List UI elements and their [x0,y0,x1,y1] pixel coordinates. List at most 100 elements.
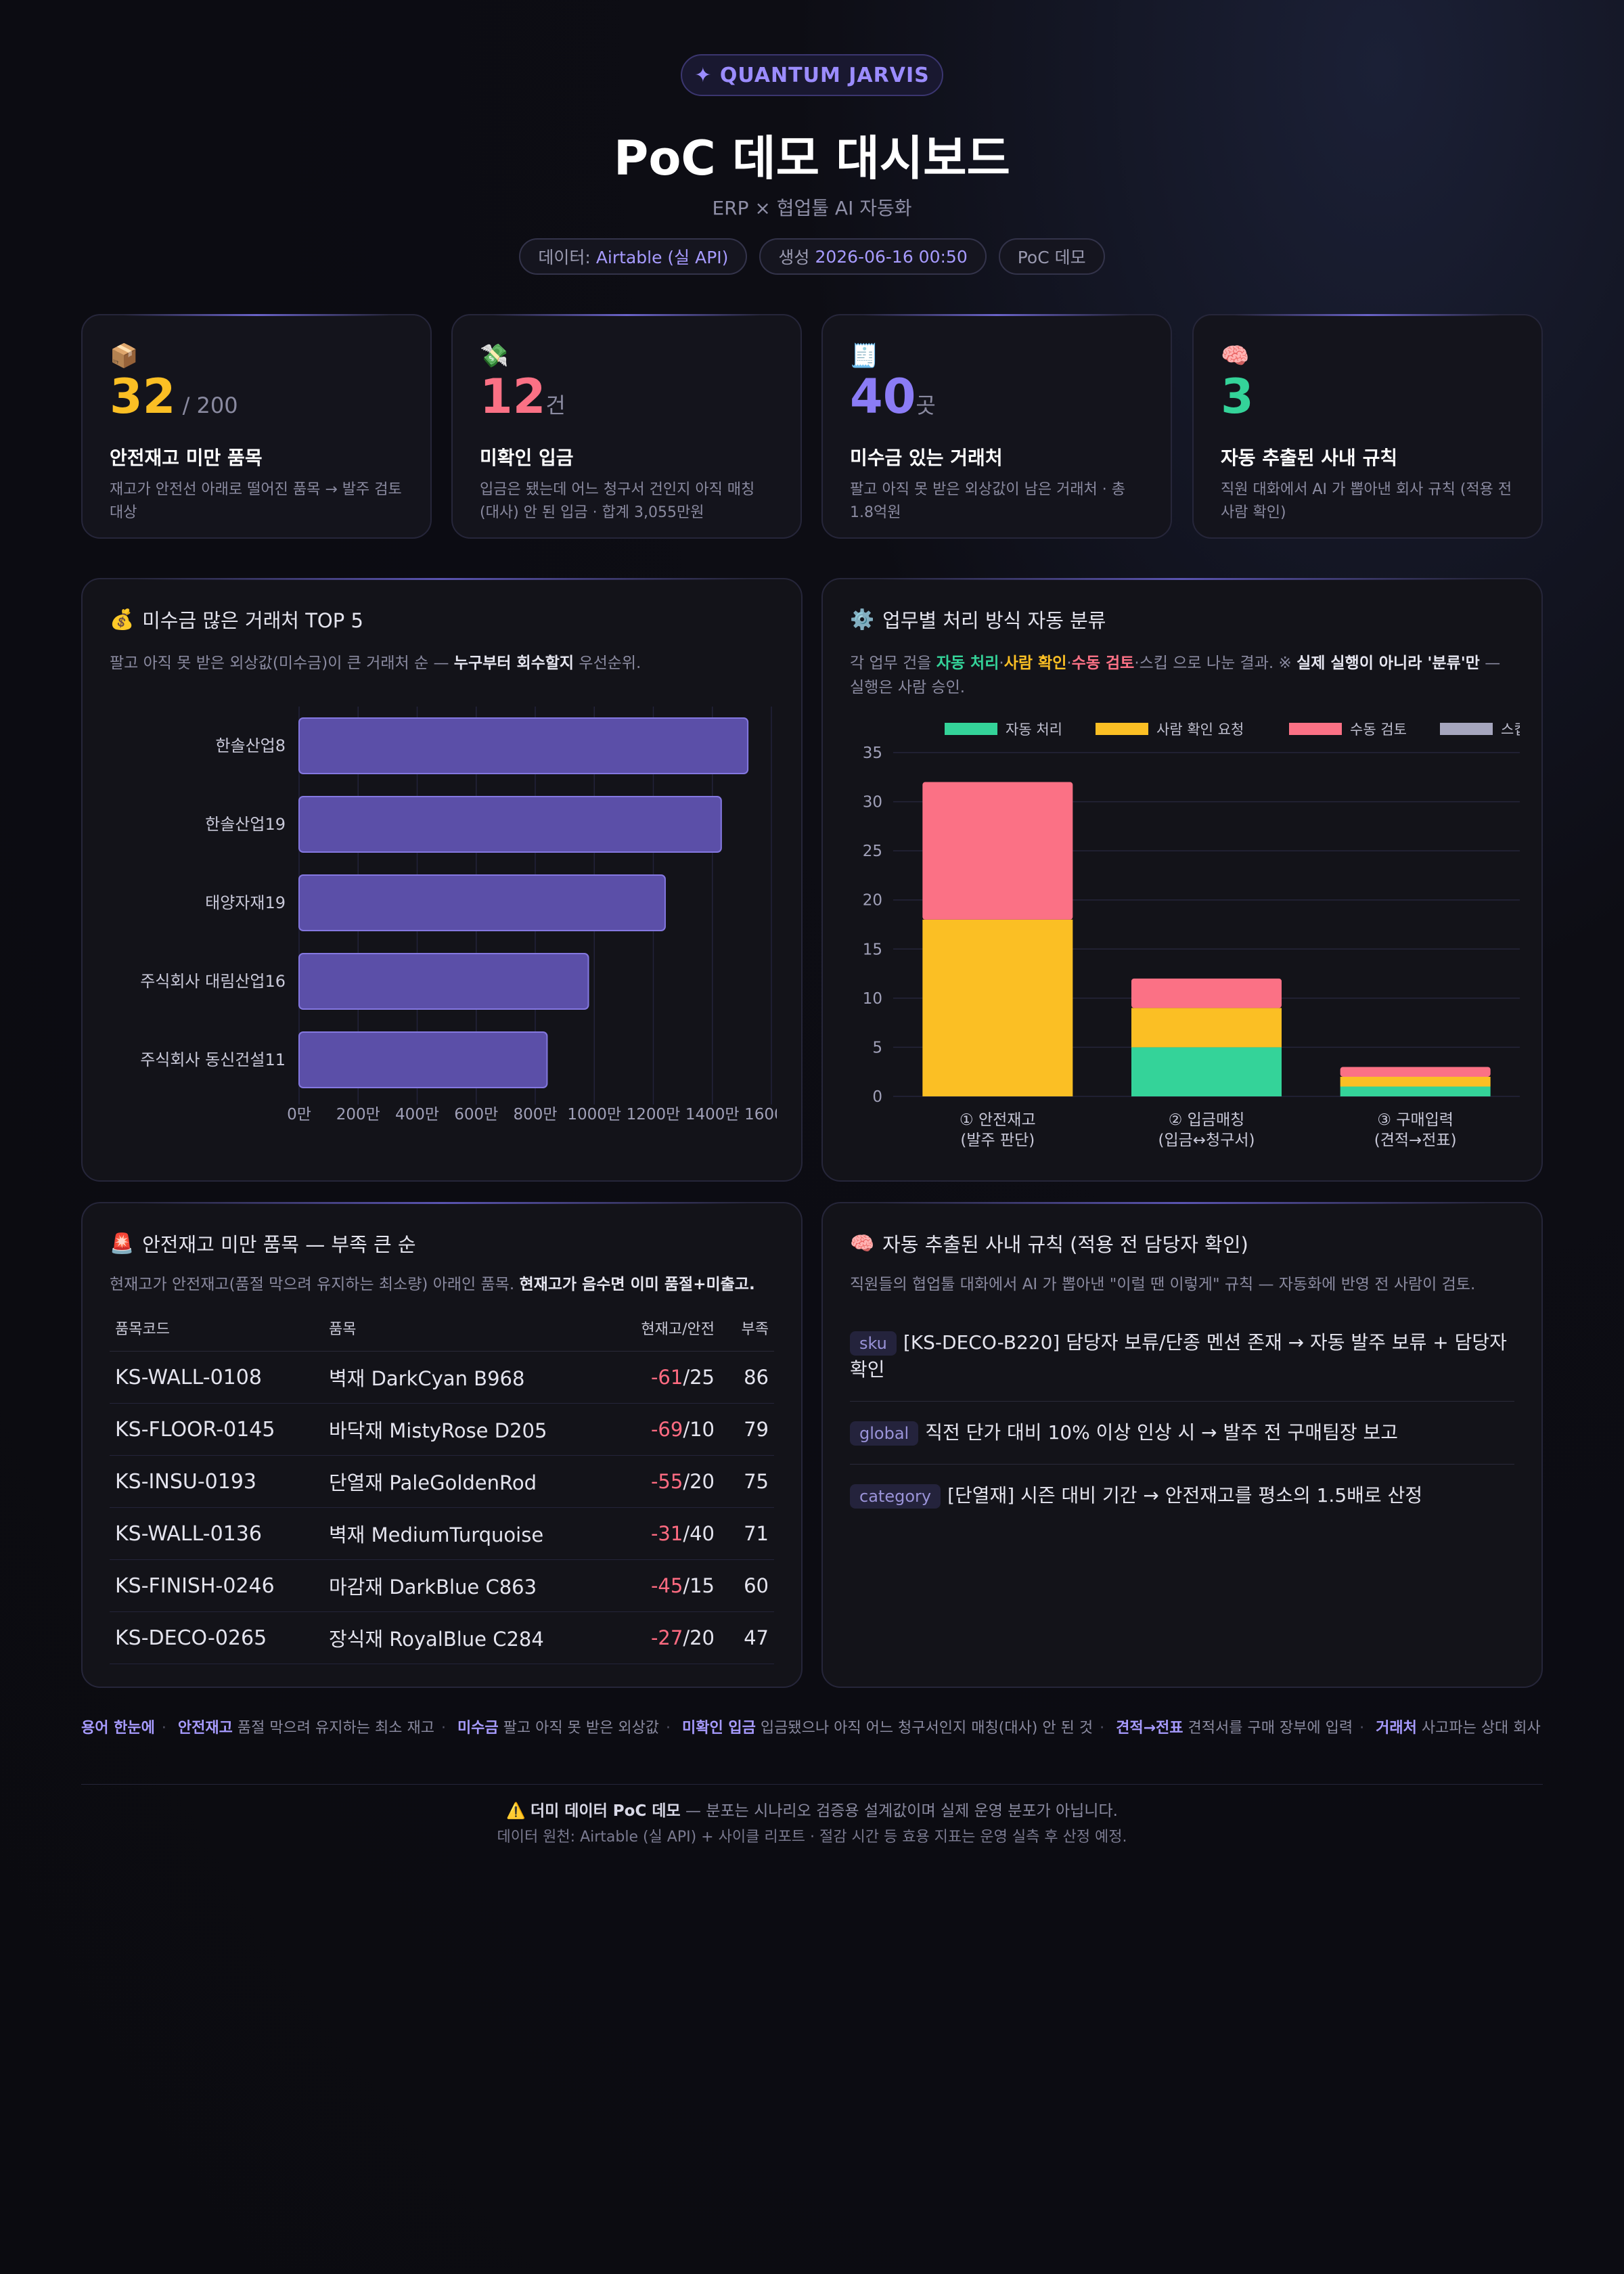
cell-shortage: 47 [720,1611,774,1664]
x-tick-label: 200만 [336,1106,380,1123]
table-row: KS-INSU-0193 단열재 PaleGoldenRod -55/20 75 [110,1455,774,1508]
cell-shortage: 75 [720,1455,774,1508]
box-icon: 📦 [110,342,139,370]
stat-desc: 재고가 안전선 아래로 떨어진 품목 → 발주 검토 대상 [110,481,402,521]
data-source-pill: 데이터: Airtable (실 API) [519,238,748,275]
pill-label: 데이터: [538,248,591,267]
y-tick-label: 15 [863,941,882,958]
stat-card-safety-stock: 📦 32 / 200 안전재고 미만 품목 재고가 안전선 아래로 떨어진 품목… [81,314,432,539]
stat-label: 안전재고 미만 품목 [110,447,263,469]
cell-code: KS-FINISH-0246 [110,1559,323,1612]
y-tick-label: 주식회사 동신건설11 [140,1050,286,1069]
rule-text: [단열재] 시즌 대비 기간 → 안전재고를 평소의 1.5배로 산정 [947,1484,1423,1507]
stat-value: 12건 [480,369,566,424]
stat-value: 40곳 [850,369,936,424]
money-bag-icon: 💰 [110,607,135,631]
col-shortage: 부족 [720,1317,774,1352]
bar [298,796,722,853]
stacked-bar-segment [1131,1008,1282,1048]
rule-tag: category [850,1484,941,1509]
glossary-term: 미수금 [457,1720,499,1737]
col-name: 품목 [323,1317,612,1352]
cell-name: 바닥재 MistyRose D205 [323,1403,612,1456]
label-auto: 자동 처리 [936,654,999,672]
panel-title-text: 안전재고 미만 품목 — 부족 큰 순 [142,1233,416,1256]
stacked-bar-segment [922,919,1073,1096]
cell-name: 마감재 DarkBlue C863 [323,1559,612,1612]
panel-title-text: 업무별 처리 방식 자동 분류 [882,609,1106,632]
x-tick-label: 600만 [454,1106,498,1123]
glossary-def: 품절 막으려 유지하는 최소 재고 [237,1720,434,1737]
y-tick-label: 한솔산업19 [205,815,286,834]
glossary-term: 거래처 [1376,1720,1417,1737]
stat-desc: 팔고 아직 못 받은 외상값이 남은 거래처 · 총 1.8억원 [850,481,1126,521]
stat-unit: / 200 [175,393,238,418]
cell-name: 단열재 PaleGoldenRod [323,1455,612,1508]
receivables-panel: 💰 미수금 많은 거래처 TOP 5 팔고 아직 못 받은 외상값(미수금)이 … [81,578,803,1182]
cell-code: KS-WALL-0136 [110,1507,323,1560]
receipt-icon: 🧾 [850,342,879,370]
cell-stock: -45/15 [612,1559,720,1612]
legend-label: 수동 검토 [1350,721,1407,738]
cell-code: KS-FLOOR-0145 [110,1403,323,1456]
x-tick-label: (발주 판단) [960,1132,1035,1149]
subtitle-emphasis: 누구부터 회수할지 [453,654,574,672]
rules-list: sku [KS-DECO-B220] 담당자 보류/단종 멘션 존재 → 자동 발… [850,1312,1514,1527]
stacked-bar-segment [1340,1067,1491,1077]
panel-title: 💰 미수금 많은 거래처 TOP 5 [110,605,774,633]
stacked-bar-segment [1340,1086,1491,1096]
shortage-panel: 🚨 안전재고 미만 품목 — 부족 큰 순 현재고가 안전재고(품절 막으려 유… [81,1202,803,1688]
stat-value: 3 [1221,369,1254,424]
bar [298,953,589,1010]
legend-swatch [1440,723,1493,735]
y-tick-label: 10 [863,990,882,1008]
classification-panel: ⚙️ 업무별 처리 방식 자동 분류 각 업무 건을 자동 처리·사람 확인·수… [821,578,1543,1182]
stat-card-unmatched-deposit: 💸 12건 미확인 입금 입금은 됐는데 어느 청구서 건인지 아직 매칭(대사… [451,314,802,539]
legend-swatch [1096,723,1148,735]
stat-desc: 입금은 됐는데 어느 청구서 건인지 아직 매칭(대사) 안 된 입금 · 합계… [480,481,755,521]
table-row: KS-FLOOR-0145 바닥재 MistyRose D205 -69/10 79 [110,1403,774,1456]
pill-value: 2026-06-16 00:50 [815,246,968,267]
cell-shortage: 79 [720,1403,774,1456]
glossary-term: 미확인 입금 [682,1720,756,1737]
y-tick-label: 한솔산업8 [215,736,286,755]
x-tick-label: ③ 구매입력 [1377,1111,1453,1129]
cell-stock: -61/25 [612,1351,720,1404]
gear-icon: ⚙️ [850,607,875,631]
receivables-bar-chart: 0만 200만 400만 600만 800만 1000만 1200만1400만1600만 한솔… [140,707,777,1123]
subtitle-emphasis: 실제 실행이 아니라 '분류'만 [1296,654,1480,672]
stat-unit: 건 [545,393,566,418]
y-tick-label: 25 [863,843,882,860]
bar [298,874,666,931]
panel-subtitle: 직원들의 협업툴 대화에서 AI 가 뽑아낸 "이럴 땐 이렇게" 규칙 — 자… [850,1276,1476,1293]
stacked-bar-segment [1340,1076,1491,1087]
col-stock: 현재고/안전 [612,1317,720,1352]
panel-title-text: 자동 추출된 사내 규칙 (적용 전 담당자 확인) [882,1233,1248,1256]
stacked-bar-segment [1131,1047,1282,1096]
y-tick-label: 주식회사 대림산업16 [140,972,286,991]
bar [298,1031,548,1088]
money-wings-icon: 💸 [480,342,509,370]
cell-stock: -31/40 [612,1507,720,1560]
stat-desc: 직원 대화에서 AI 가 뽑아낸 회사 규칙 (적용 전 사람 확인) [1221,481,1512,521]
y-tick-label: 태양자재19 [205,893,286,912]
footer-disclaimer: ⚠️ 더미 데이터 PoC 데모 — 분포는 시나리오 검증용 설계값이며 실제… [506,1802,1118,1820]
y-tick-label: 30 [863,794,882,811]
footer-divider [81,1784,1543,1785]
glossary-term: 견적→전표 [1116,1720,1183,1737]
y-tick-label: 20 [863,892,882,910]
classification-stacked-chart: 0 5 10 15 20 25 30 35 자동 처리 사람 확인 요청 수동 검토 스킵 ① 안전재고… [863,721,1520,1149]
panel-subtitle: 각 업무 건을 자동 처리·사람 확인·수동 검토·스킵 으로 나눈 결과. ※… [850,654,1501,696]
rule-text: [KS-DECO-B220] 담당자 보류/단종 멘션 존재 → 자동 발주 보… [850,1331,1507,1381]
cell-shortage: 86 [720,1351,774,1404]
legend-label: 자동 처리 [1006,721,1062,738]
glossary: 용어 한눈에 · 안전재고 품절 막으려 유지하는 최소 재고 · 미수금 팔고 아… [81,1720,1541,1737]
page-title: PoC 데모 대시보드 [614,131,1010,186]
rule-tag: global [850,1421,919,1446]
generated-pill: 생성 2026-06-16 00:50 [759,238,987,275]
cell-name: 장식재 RoyalBlue C284 [323,1611,612,1664]
brand-badge: ✦ QUANTUM JARVIS [681,54,943,96]
subtitle-emphasis: 현재고가 음수면 이미 품절+미출고. [519,1276,755,1293]
siren-icon: 🚨 [110,1231,135,1255]
rules-panel: 🧠 자동 추출된 사내 규칙 (적용 전 담당자 확인) 직원들의 협업툴 대화… [821,1202,1543,1688]
